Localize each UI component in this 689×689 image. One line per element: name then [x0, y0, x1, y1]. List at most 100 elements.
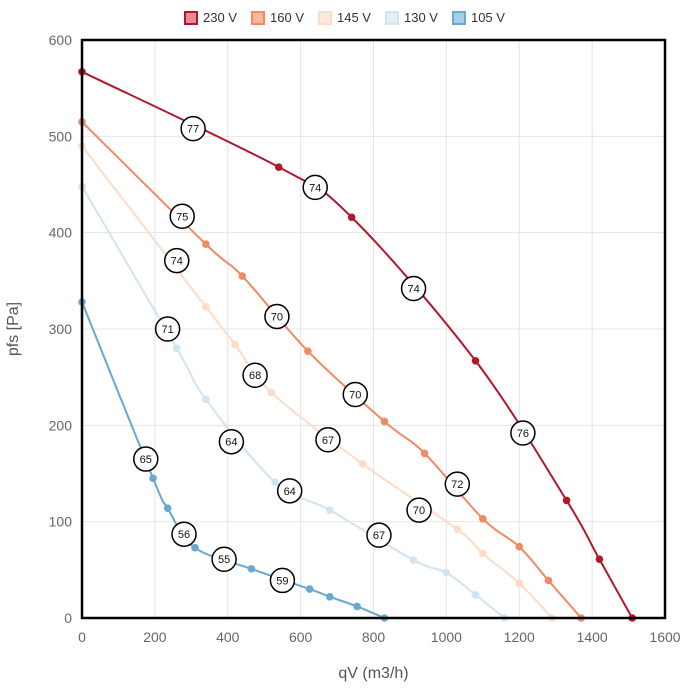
- data-point[interactable]: [247, 565, 256, 573]
- data-point[interactable]: [515, 542, 524, 551]
- data-point[interactable]: [267, 388, 276, 397]
- noise-level-badge: 77: [180, 115, 206, 142]
- x-tick-label: 1000: [431, 629, 462, 645]
- noise-level-badge: 64: [276, 478, 303, 504]
- series-line: [81, 70, 634, 619]
- data-point[interactable]: [471, 591, 480, 599]
- x-tick-label: 600: [289, 629, 313, 645]
- data-point[interactable]: [562, 496, 571, 505]
- badge-label: 75: [176, 211, 188, 223]
- x-tick-label: 200: [143, 629, 167, 645]
- data-point[interactable]: [544, 576, 553, 585]
- badge-label: 71: [162, 324, 174, 336]
- data-point[interactable]: [202, 240, 210, 249]
- noise-level-badge: 55: [211, 546, 237, 572]
- noise-level-badge: 74: [163, 247, 190, 274]
- legend-swatch: [184, 10, 199, 25]
- noise-level-badge: 67: [315, 427, 341, 453]
- noise-level-badge: 74: [302, 174, 328, 201]
- badge-circle: [163, 247, 190, 274]
- badge-label: 77: [187, 124, 199, 136]
- data-point[interactable]: [380, 417, 389, 426]
- data-point[interactable]: [202, 395, 210, 404]
- noise-level-badge: 72: [444, 471, 471, 497]
- data-point[interactable]: [595, 555, 604, 564]
- series-line: [81, 145, 553, 619]
- badge-circle: [444, 471, 471, 497]
- data-point[interactable]: [305, 585, 314, 593]
- data-point[interactable]: [442, 568, 451, 577]
- data-point[interactable]: [453, 525, 462, 534]
- series-230v: [78, 67, 637, 622]
- x-tick-label: 400: [216, 629, 240, 645]
- noise-level-badge: 75: [169, 203, 195, 230]
- y-tick-label: 600: [49, 32, 73, 48]
- noise-level-badge: 71: [154, 316, 181, 342]
- data-point[interactable]: [479, 549, 487, 558]
- y-tick-label: 200: [49, 417, 73, 433]
- data-point[interactable]: [409, 556, 418, 564]
- badge-circle: [276, 478, 303, 504]
- badge-circle: [302, 174, 328, 201]
- badge-circle: [406, 497, 432, 523]
- noise-level-badge: 67: [366, 522, 392, 548]
- badge-label: 59: [276, 575, 288, 587]
- y-tick-label: 100: [49, 514, 73, 530]
- x-tick-label: 1200: [504, 629, 535, 645]
- data-point[interactable]: [202, 303, 210, 311]
- legend-item[interactable]: 105 V: [451, 10, 505, 25]
- badge-label: 70: [413, 505, 425, 517]
- noise-level-badge: 64: [218, 428, 245, 455]
- badge-circle: [400, 275, 427, 302]
- data-point[interactable]: [353, 602, 361, 611]
- data-point[interactable]: [231, 340, 239, 349]
- data-point[interactable]: [172, 344, 181, 353]
- data-point[interactable]: [149, 474, 157, 483]
- data-point[interactable]: [274, 163, 283, 171]
- noise-level-badge: 70: [406, 497, 432, 523]
- chart-legend: 230 V 160 V 145 V 130 V 105 V: [0, 10, 689, 25]
- data-point[interactable]: [358, 460, 367, 468]
- data-point[interactable]: [347, 213, 356, 222]
- badge-circle: [169, 203, 195, 230]
- badge-circle: [315, 427, 341, 453]
- data-point[interactable]: [325, 506, 334, 514]
- badge-circle: [242, 362, 268, 388]
- legend-label: 130 V: [403, 10, 438, 25]
- x-tick-label: 1400: [577, 629, 608, 645]
- legend-label: 230 V: [203, 10, 238, 25]
- series-130v: [78, 182, 509, 622]
- legend-swatch: [384, 10, 399, 25]
- data-point[interactable]: [271, 478, 279, 486]
- legend-item[interactable]: 145 V: [318, 10, 371, 25]
- legend-swatch: [318, 10, 332, 25]
- badge-circle: [211, 546, 237, 572]
- data-point[interactable]: [191, 543, 199, 552]
- data-point[interactable]: [479, 514, 487, 523]
- legend-item[interactable]: 230 V: [184, 10, 237, 25]
- badge-label: 64: [284, 486, 296, 498]
- badge-label: 55: [218, 554, 230, 566]
- badge-label: 72: [451, 479, 463, 491]
- data-point[interactable]: [515, 579, 524, 588]
- data-point[interactable]: [163, 504, 172, 512]
- legend-label: 160 V: [270, 10, 304, 25]
- data-point[interactable]: [420, 449, 429, 458]
- legend-item[interactable]: 160 V: [251, 10, 304, 25]
- noise-level-badge: 65: [133, 446, 159, 472]
- data-point[interactable]: [325, 593, 334, 601]
- badge-label: 70: [349, 390, 361, 402]
- series-line: [81, 121, 582, 619]
- data-point[interactable]: [304, 347, 312, 355]
- legend-swatch: [251, 10, 266, 25]
- data-point[interactable]: [238, 272, 247, 280]
- badge-label: 76: [517, 428, 529, 440]
- series-layer: [78, 67, 637, 622]
- badge-circle: [264, 303, 290, 330]
- x-tick-label: 800: [362, 629, 386, 645]
- data-point[interactable]: [471, 356, 480, 365]
- badge-circle: [366, 522, 392, 548]
- legend-item[interactable]: 130 V: [384, 10, 438, 25]
- badge-label: 74: [407, 284, 419, 296]
